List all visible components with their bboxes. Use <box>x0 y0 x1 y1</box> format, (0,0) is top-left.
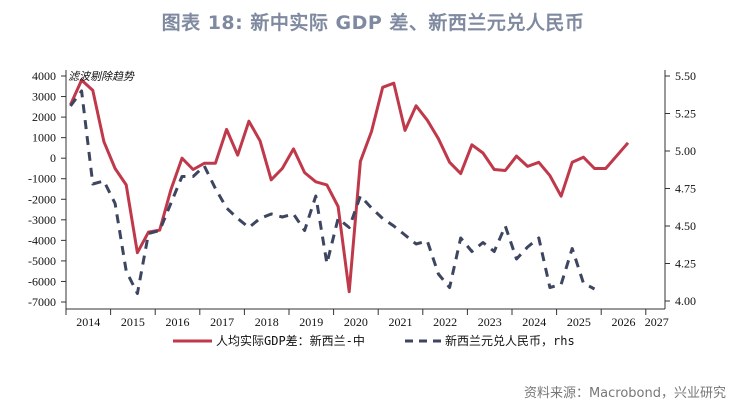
left-tick-label: 0 <box>50 151 56 165</box>
legend-label-gdp: 人均实际GDP差：新西兰-中 <box>216 333 365 348</box>
left-tick-label: -3000 <box>28 213 56 227</box>
right-tick-label: 4.50 <box>675 219 696 233</box>
x-tick-label: 2019 <box>299 315 323 329</box>
left-tick-label: 4000 <box>32 69 56 83</box>
right-tick-label: 4.00 <box>675 294 696 308</box>
left-tick-label: -6000 <box>28 274 56 288</box>
chart-annotation: 滤波剔除趋势 <box>68 70 135 83</box>
left-tick-label: -5000 <box>28 254 56 268</box>
x-tick-label: 2026 <box>612 315 636 329</box>
right-tick-label: 5.25 <box>675 107 696 121</box>
legend: 人均实际GDP差：新西兰-中 新西兰元兑人民币，rhs <box>173 333 575 348</box>
series-line-nzd-cny <box>69 89 596 295</box>
x-tick-label: 2025 <box>567 315 591 329</box>
left-tick-label: -1000 <box>28 172 56 186</box>
right-tick-label: 5.50 <box>675 69 696 83</box>
right-tick-label: 5.00 <box>675 144 696 158</box>
axes: 4000 3000 2000 1000 0 -1000 -2000 -3000 -4000 -50… <box>28 69 696 329</box>
right-tick-label: 4.75 <box>675 182 696 196</box>
chart-title: 图表 18: 新中实际 GDP 差、新西兰元兑人民币 <box>161 12 585 34</box>
x-tick-label: 2017 <box>210 315 234 329</box>
x-tick-label: 2018 <box>255 315 279 329</box>
source-note: 资料来源：Macrobond，兴业研究 <box>523 386 726 401</box>
left-tick-label: 3000 <box>32 90 56 104</box>
x-tick-label: 2014 <box>76 315 100 329</box>
legend-label-nzdcny: 新西兰元兑人民币，rhs <box>445 333 575 348</box>
x-tick-label: 2022 <box>433 315 457 329</box>
left-tick-label: 2000 <box>32 110 56 124</box>
x-tick-label: 2015 <box>121 315 145 329</box>
x-tick-label: 2023 <box>478 315 502 329</box>
x-tick-label: 2020 <box>344 315 368 329</box>
x-tick-label: 2016 <box>166 315 190 329</box>
x-tick-label: 2027 <box>645 315 669 329</box>
left-tick-label: -7000 <box>28 295 56 309</box>
x-tick-label: 2024 <box>522 315 546 329</box>
left-tick-label: -2000 <box>28 192 56 206</box>
left-tick-label: 1000 <box>32 131 56 145</box>
right-tick-label: 4.25 <box>675 257 696 271</box>
left-tick-label: -4000 <box>28 233 56 247</box>
x-tick-label: 2021 <box>389 315 413 329</box>
series-layer <box>69 78 630 295</box>
